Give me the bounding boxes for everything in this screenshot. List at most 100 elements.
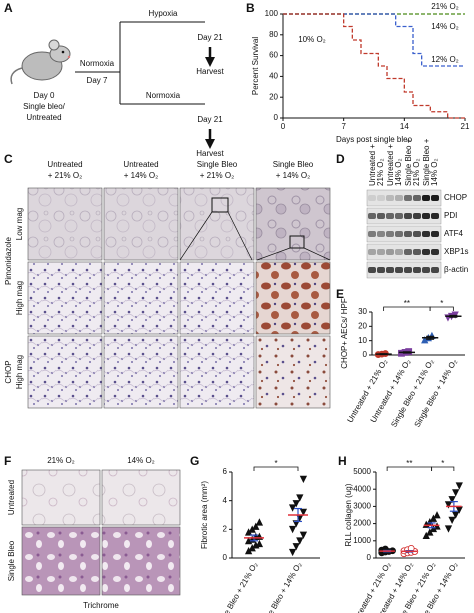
y-tick-label: 0 xyxy=(274,113,279,122)
y-tick-label: 2000 xyxy=(353,519,371,528)
lane-label: 21% O₂ xyxy=(412,158,421,186)
blot-band xyxy=(386,213,394,219)
blot-band xyxy=(422,267,430,273)
inset-line xyxy=(179,211,253,261)
schematic-text: Untreated xyxy=(26,113,61,122)
panel-letter: A xyxy=(4,1,13,15)
blot-band xyxy=(386,249,394,255)
blot-band xyxy=(377,195,385,201)
micrograph xyxy=(179,187,255,261)
blot-band xyxy=(431,249,439,255)
blot-band xyxy=(413,267,421,273)
column-header: + 14% O₂ xyxy=(276,171,310,180)
data-point xyxy=(252,522,260,530)
inset-box xyxy=(289,235,305,249)
survival-line xyxy=(283,13,465,67)
blot-band xyxy=(404,249,412,255)
blot-band xyxy=(404,195,412,201)
x-tick-label: Single Bleo + 21% O₂ xyxy=(213,561,259,613)
y-tick-label: 10 xyxy=(358,336,367,345)
schematic-text: Day 21 xyxy=(197,115,223,124)
significance-bracket xyxy=(253,466,299,471)
panel-letter: E xyxy=(336,287,344,301)
series-label: 12% O₂ xyxy=(431,55,459,64)
series-label: 10% O₂ xyxy=(298,35,326,44)
significance-label: * xyxy=(441,459,444,468)
y-tick-label: 20 xyxy=(358,321,367,330)
band-label: CHOP xyxy=(444,193,467,202)
schematic-text: Normoxia xyxy=(80,59,115,68)
micrograph xyxy=(21,469,101,526)
band-label: XBP1s xyxy=(444,247,468,256)
blot-band xyxy=(377,231,385,237)
column-header: + 21% O₂ xyxy=(48,171,82,180)
column-header: 21% O₂ xyxy=(47,456,75,465)
significance-label: ** xyxy=(404,299,410,308)
data-point xyxy=(296,537,304,545)
lane-label: Single Bleo + xyxy=(422,138,431,186)
blot-band xyxy=(377,213,385,219)
blot-band xyxy=(422,249,430,255)
y-axis-label: RLL collagen (ug) xyxy=(344,483,353,546)
micrograph xyxy=(179,335,255,409)
stain-label: Trichrome xyxy=(83,601,119,610)
blot-band xyxy=(368,231,376,237)
blot-band xyxy=(395,195,403,201)
lane-label: Untreated + xyxy=(386,144,395,186)
data-point xyxy=(292,543,300,551)
micrograph xyxy=(27,187,103,261)
data-point xyxy=(296,494,304,502)
blot-band xyxy=(386,267,394,273)
panel-letter: C xyxy=(4,152,13,166)
x-tick-label: 0 xyxy=(281,122,286,131)
x-tick-label: 14 xyxy=(400,122,409,131)
y-tick-label: 4000 xyxy=(353,484,371,493)
data-point xyxy=(452,511,460,519)
blot-band xyxy=(413,195,421,201)
row-group-label: CHOP xyxy=(4,360,13,383)
schematic-lines xyxy=(75,21,215,149)
y-tick-label: 2 xyxy=(223,524,228,533)
row-label: Single Bleo xyxy=(7,540,16,581)
blot-band xyxy=(395,267,403,273)
blot-band xyxy=(431,267,439,273)
data-point xyxy=(288,525,297,534)
series-label: 21% O₂ xyxy=(431,2,459,11)
row-label: Untreated xyxy=(7,480,16,515)
blot-band xyxy=(404,213,412,219)
band-label: β-actin xyxy=(444,265,468,274)
schematic-text: Harvest xyxy=(196,67,224,76)
row-group-label: Pimonidazole xyxy=(4,236,13,285)
micrograph xyxy=(103,261,179,335)
panel-letter: D xyxy=(336,152,345,166)
blot-band xyxy=(377,249,385,255)
panel-letter: F xyxy=(4,454,11,468)
lane-label: 14% O₂ xyxy=(394,158,403,186)
data-point xyxy=(444,501,453,509)
significance-label: * xyxy=(274,459,277,468)
column-header: + 21% O₂ xyxy=(200,171,234,180)
panel-letter: H xyxy=(338,454,347,468)
data-point xyxy=(433,511,441,519)
y-axis-label: Fibrotic area (mm²) xyxy=(200,481,209,549)
x-tick-label: Single Bleo + 14% O₂ xyxy=(413,358,459,429)
lane-label: 21% O₂ xyxy=(376,158,385,186)
blot-band xyxy=(395,213,403,219)
micrograph xyxy=(101,469,181,526)
data-point xyxy=(455,482,463,490)
column-header: 14% O₂ xyxy=(127,456,155,465)
data-point xyxy=(448,516,456,525)
blot-band xyxy=(413,213,421,219)
blot-band xyxy=(368,249,376,255)
column-header: Single Bleo xyxy=(197,160,238,169)
band-label: ATF4 xyxy=(444,229,464,238)
lane-label: Single Bleo + xyxy=(404,138,413,186)
x-tick-label: Single Bleo + 21% O₂ xyxy=(389,358,435,429)
blot-band xyxy=(368,267,376,273)
y-tick-label: 0 xyxy=(367,553,372,562)
micrograph xyxy=(255,261,331,335)
band-label: PDI xyxy=(444,211,457,220)
inset-line xyxy=(256,247,331,261)
column-header: Single Bleo xyxy=(273,160,314,169)
